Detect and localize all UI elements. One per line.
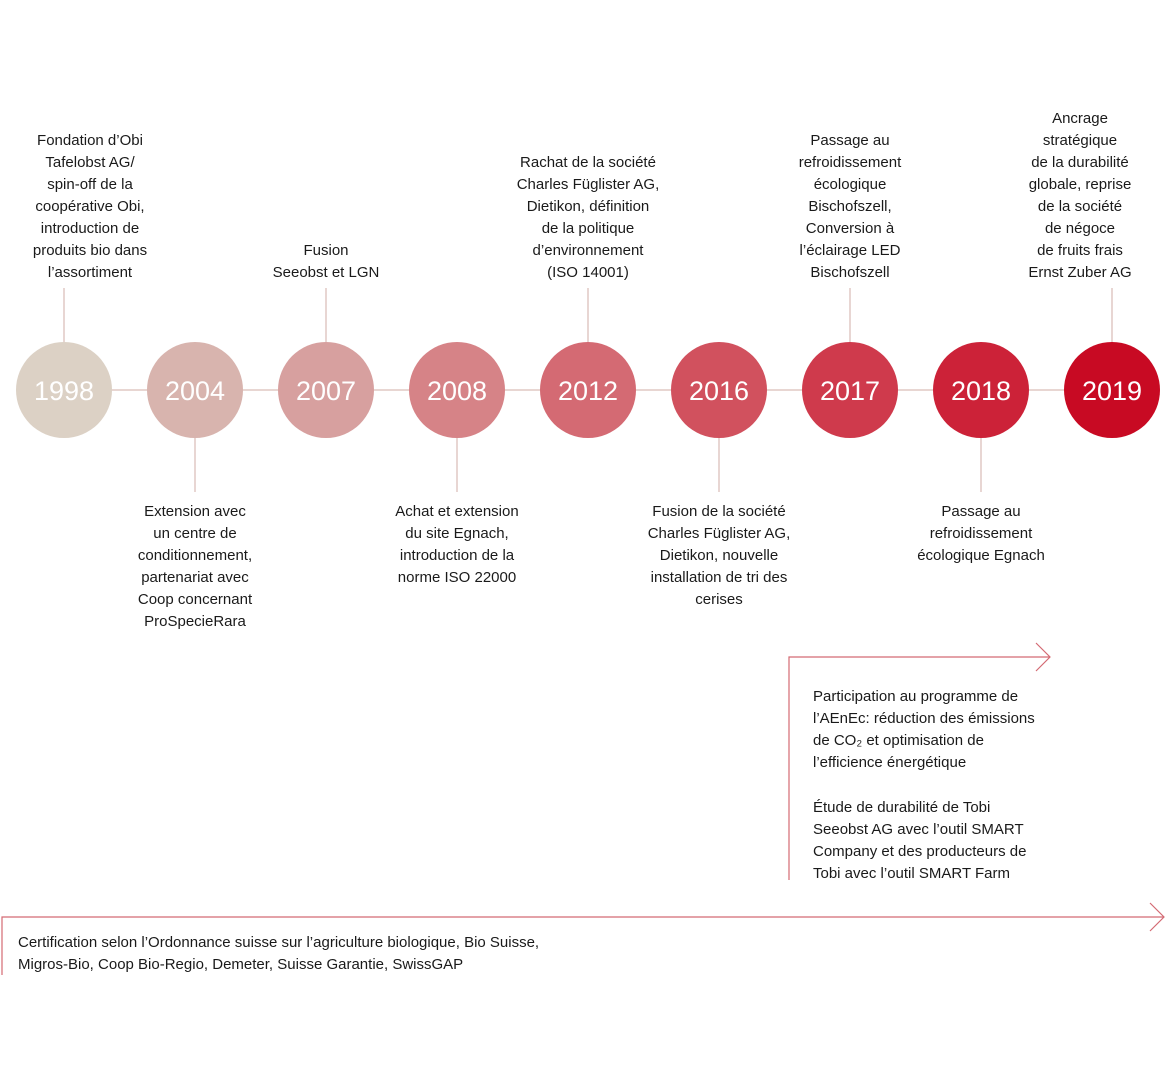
milestone-year-2019: 2019 — [1082, 376, 1142, 406]
milestone-year-1998: 1998 — [34, 376, 94, 406]
milestone-circle-2018 — [933, 342, 1029, 438]
milestone-year-2016: 2016 — [689, 376, 749, 406]
milestone-circle-2019 — [1064, 342, 1160, 438]
milestone-year-2008: 2008 — [427, 376, 487, 406]
event-description-1998: Fondation d’Obi Tafelobst AG/ spin-off d… — [32, 132, 148, 281]
milestone-year-2018: 2018 — [951, 376, 1011, 406]
aenec-arrowhead-icon — [1035, 642, 1051, 672]
event-description-2008: Achat et extension du site Egnach, intro… — [395, 503, 519, 586]
event-description-2018: Passage au refroidissement écologique Eg… — [917, 503, 1045, 564]
certification-note: Certification selon l’Ordonnance suisse … — [18, 934, 540, 973]
milestone-year-2012: 2012 — [558, 376, 618, 406]
event-description-2012: Rachat de la société Charles Füglister A… — [516, 154, 660, 281]
milestone-circle-1998 — [16, 342, 112, 438]
aenec-bracket-arrow — [788, 656, 1050, 880]
event-description-2017: Passage au refroidissement écologique Bi… — [798, 132, 902, 281]
event-description-2016: Fusion de la société Charles Füglister A… — [647, 503, 791, 608]
milestone-year-2017: 2017 — [820, 376, 880, 406]
certification-arrowhead-icon — [1149, 902, 1165, 932]
milestone-circle-2012 — [540, 342, 636, 438]
event-description-2004: Extension avec un centre de conditionnem… — [137, 503, 253, 630]
milestone-year-2007: 2007 — [296, 376, 356, 406]
aenec-note: Participation au programme de l’AEnEc: r… — [813, 688, 1035, 771]
milestone-circle-2017 — [802, 342, 898, 438]
milestone-circle-2016 — [671, 342, 767, 438]
milestone-circle-2004 — [147, 342, 243, 438]
timeline-milestones: 1998 2004 2007 2008 2012 2016 2017 2018 2019 — [16, 342, 1160, 438]
certification-bracket-arrow — [1, 916, 1164, 975]
milestone-year-2004: 2004 — [165, 376, 225, 406]
milestone-circle-2008 — [409, 342, 505, 438]
event-description-2007: Fusion Seeobst et LGN — [272, 242, 380, 281]
milestone-circle-2007 — [278, 342, 374, 438]
smart-study-note: Étude de durabilité de Tobi Seeobst AG a… — [813, 799, 1027, 882]
event-description-2019: Ancrage stratégique de la durabilité glo… — [1028, 110, 1132, 281]
